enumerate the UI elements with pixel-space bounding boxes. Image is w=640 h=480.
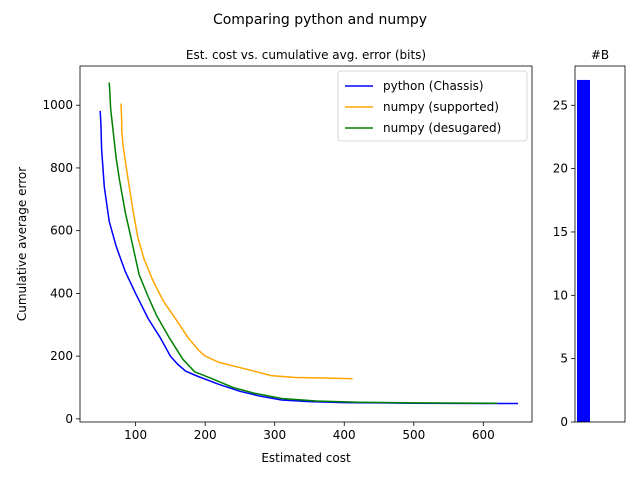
main-y-axis-label: Cumulative average error (15, 167, 29, 321)
x-tick-label: 100 (124, 428, 147, 442)
y-tick-label: 600 (50, 224, 73, 238)
y-tick-label: 1000 (42, 98, 73, 112)
main-axes-frame (79, 65, 533, 423)
x-tick-label: 600 (472, 428, 495, 442)
bar-axes-frame (574, 65, 626, 423)
y-tick-label: 800 (50, 161, 73, 175)
bar (577, 79, 590, 422)
y-tick-label: 200 (50, 349, 73, 363)
legend-label-numpy-desugared: numpy (desugared) (383, 121, 501, 135)
main-chart-title: Est. cost vs. cumulative avg. error (bit… (186, 48, 426, 62)
main-line-chart: Est. cost vs. cumulative avg. error (bit… (15, 48, 533, 465)
x-tick-label: 500 (402, 428, 425, 442)
y-tick-label: 0 (65, 412, 73, 426)
bar-chart-title: #B (591, 48, 609, 62)
main-legend: python (Chassis) numpy (supported) numpy… (337, 70, 528, 142)
series-line-numpy-supported (120, 103, 353, 380)
bar-y-tick-label: 10 (553, 288, 568, 302)
series-line-numpy-desugared (108, 82, 498, 404)
bar-y-tick-label: 5 (560, 352, 568, 366)
bar-y-tick-label: 25 (553, 98, 568, 112)
main-y-ticks: 0 200 400 600 800 1000 (42, 98, 80, 426)
bar-y-tick-label: 20 (553, 162, 568, 176)
x-tick-label: 400 (333, 428, 356, 442)
legend-box (337, 70, 528, 142)
x-tick-label: 300 (263, 428, 286, 442)
figure-suptitle: Comparing python and numpy (213, 12, 427, 28)
main-x-axis-label: Estimated cost (261, 451, 351, 465)
main-plot-area (99, 82, 519, 405)
x-tick-label: 200 (194, 428, 217, 442)
series-line-python-chassis (99, 110, 519, 405)
main-x-ticks: 100 200 300 400 500 600 (124, 422, 495, 442)
bar-y-ticks: 0 5 10 15 20 25 (553, 98, 575, 429)
legend-label-numpy-supported: numpy (supported) (383, 100, 499, 114)
bar-y-tick-label: 0 (560, 415, 568, 429)
side-bar-chart: #B 0 5 10 15 20 25 (553, 48, 626, 429)
bar-plot-area (577, 79, 590, 422)
legend-label-python-chassis: python (Chassis) (383, 79, 484, 93)
y-tick-label: 400 (50, 286, 73, 300)
bar-y-tick-label: 15 (553, 225, 568, 239)
